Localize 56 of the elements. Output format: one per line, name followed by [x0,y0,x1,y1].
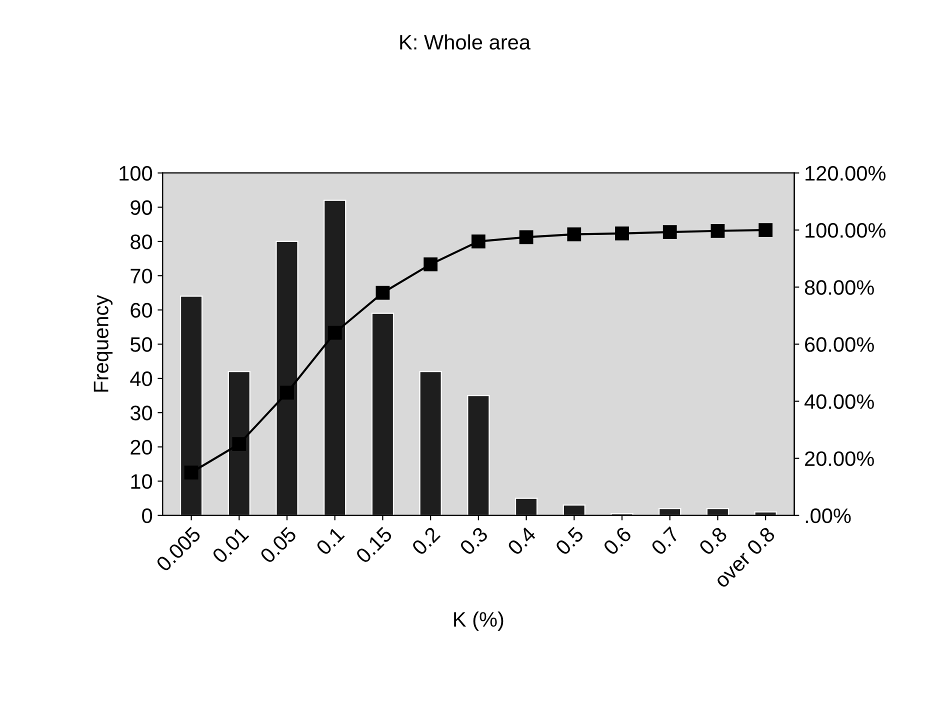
chart-title: K: Whole area [400,34,531,50]
bar [371,312,394,516]
y-tick-label: 70 [130,268,152,284]
x-tick-label: 0.5 [554,526,584,556]
point [519,230,534,244]
y-tick-label: 100 [120,166,152,181]
y-tick-label: 60 [130,302,152,318]
point [184,466,198,480]
point [376,286,390,300]
y2-tick-label: .00% [806,508,851,524]
bar [276,240,298,516]
point [615,226,629,240]
x-tick-label: 0.01 [211,526,250,564]
y-tick-label: 20 [130,440,152,455]
bar [658,508,682,516]
y-tick-label: 10 [131,474,152,489]
y-tick-label: 40 [130,371,152,386]
point [662,225,677,239]
y-tick-label: 30 [130,406,152,420]
bar [467,394,490,516]
bar [514,498,538,516]
point [471,234,486,248]
y-tick-label: 90 [130,200,152,215]
y-axis-title: Frequency [94,294,113,392]
bar [324,200,346,516]
bar [562,504,586,516]
point [424,257,438,272]
x-tick-label: 0.15 [355,526,393,564]
x-tick-label: 0.3 [458,526,489,556]
x-axis-title: K (%) [454,612,504,631]
y2-tick-label: 120.00% [806,166,886,181]
point [710,224,725,238]
point [758,223,773,237]
point [328,326,342,340]
x-tick-label: 0.7 [650,526,680,556]
y2-tick-label: 100.00% [806,223,886,238]
y2-tick-label: 80.00% [804,280,874,295]
point [567,227,582,242]
bar [419,371,442,516]
y2-tick-label: 40.00% [804,394,874,409]
y2-tick-label: 60.00% [805,337,874,352]
x-tick-label: 0.8 [698,526,728,556]
point [232,437,246,451]
x-tick-label: 0.6 [602,526,632,556]
bar [228,371,250,516]
point [280,386,294,400]
y-tick-label: 0 [142,508,152,524]
y-tick-label: 50 [130,337,152,352]
bar [706,508,730,516]
y2-tick-label: 20.00% [805,451,874,466]
x-tick-label: 0.05 [259,526,298,564]
y-tick-label: 80 [130,234,152,250]
x-tick-label: 0.4 [506,526,537,556]
x-tick-label: 0.2 [411,526,441,556]
x-tick-label: 0.1 [315,526,345,556]
bar [180,296,203,516]
